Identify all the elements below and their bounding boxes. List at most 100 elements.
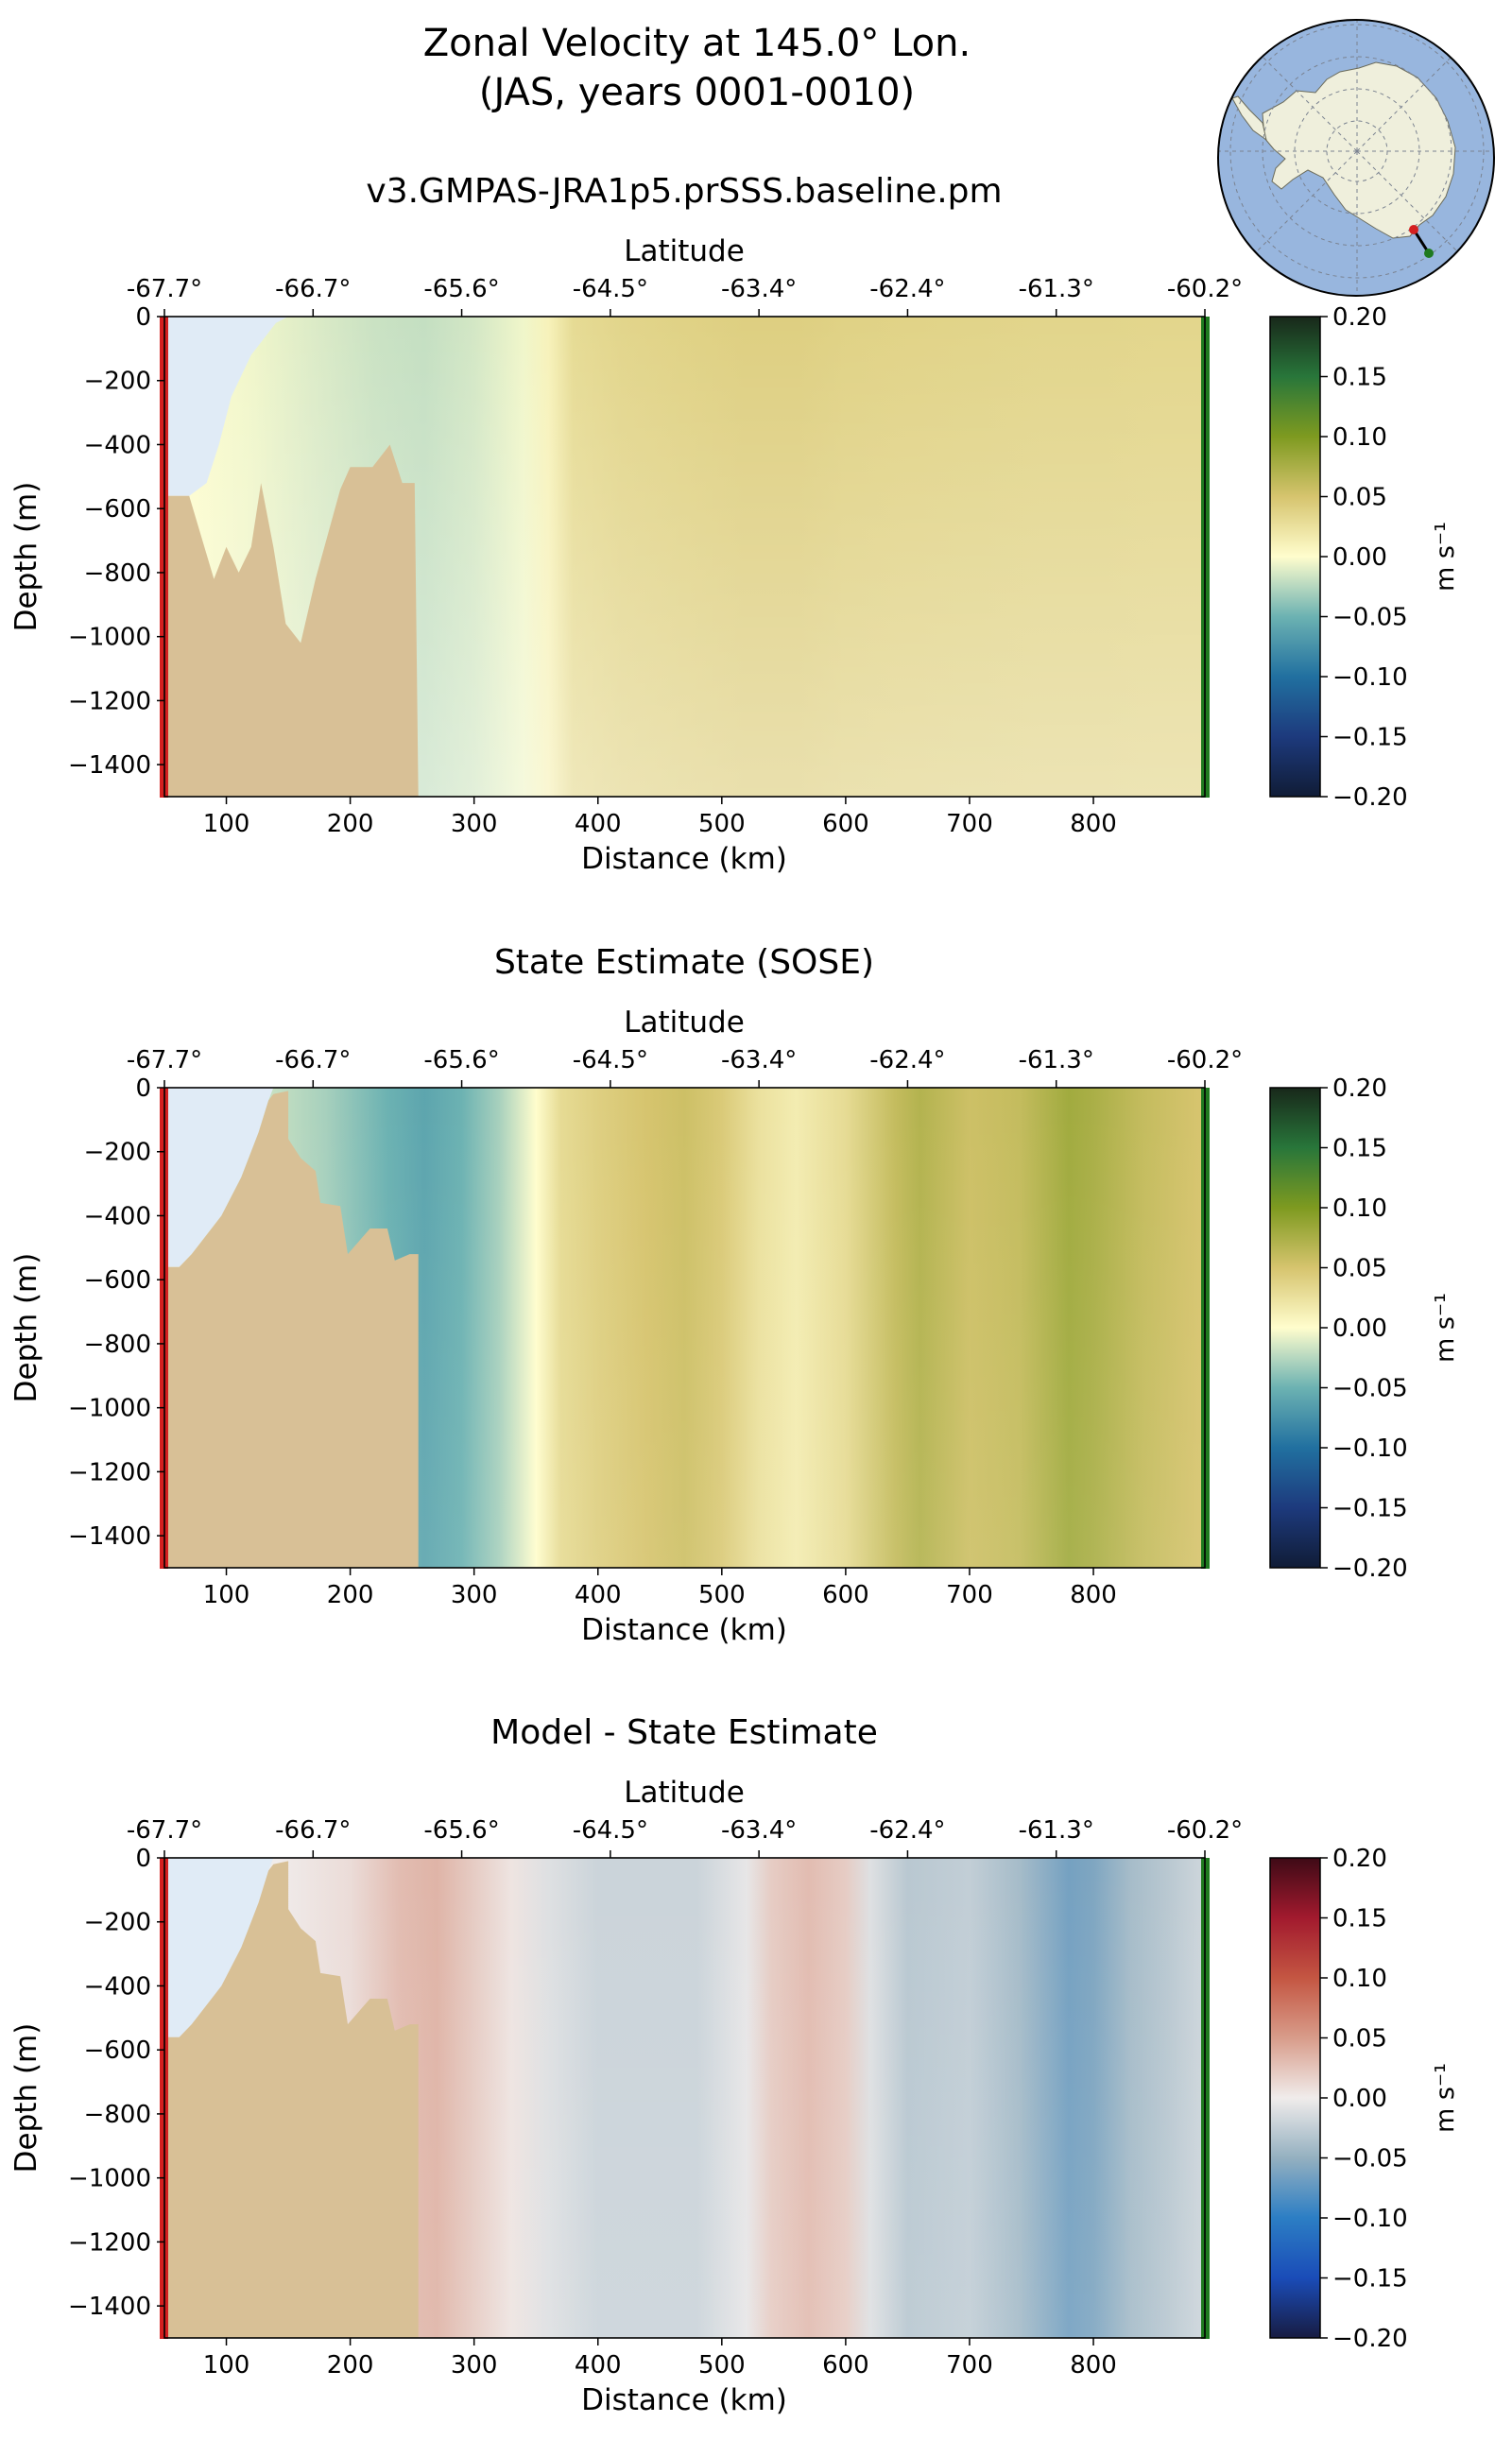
x-tick-label: 300 [451,1581,498,1609]
y-tick-label: −400 [84,1972,151,2001]
colorbar-tick-label: 0.05 [1332,484,1387,512]
x-tick-label: 500 [698,1581,746,1609]
y-tick-label: −400 [84,431,151,459]
y-tick-label: 0 [135,1845,151,1873]
colorbar-tick-label: 0.00 [1332,2085,1387,2113]
y-tick-label: −200 [84,368,151,396]
panel-3: Model - State Estimate 100 200 300 400 500 600… [9,1713,1460,2417]
x-tick-label: 800 [1070,810,1117,838]
y-tick-label: −1000 [68,1395,151,1423]
bathymetry-land [164,444,419,797]
latitude-tick-label: -63.4° [721,275,797,303]
y-tick-label: −1200 [68,687,151,715]
plot-frame [163,1087,1206,1569]
y-tick-label: −1200 [68,1458,151,1486]
x-tick-label: 700 [946,2351,993,2380]
colorbar [1269,1857,1321,2339]
figure-title-line2: (JAS, years 0001-0010) [478,71,916,114]
x-tick-label: 400 [575,2351,622,2380]
panel-title: Model - State Estimate [490,1713,878,1752]
x-tick-label: 200 [327,2351,374,2380]
y-tick-label: −600 [84,1266,151,1295]
x-tick-label: 500 [698,2351,746,2380]
colorbar-tick-label: 0.15 [1332,364,1387,392]
ice-shelf-region [164,317,289,496]
y-axis-label: Depth (m) [9,482,43,632]
latitude-tick-label: -60.2° [1167,1816,1243,1845]
x-tick-label: 200 [327,810,374,838]
y-tick-label: −1400 [68,1522,151,1551]
colorbar-label: m s⁻¹ [1431,1293,1460,1363]
colorbar-tick-label: 0.10 [1332,1965,1387,1993]
panel-title: State Estimate (SOSE) [494,943,874,982]
y-tick-label: −800 [84,559,151,588]
plot-frame [163,316,1206,798]
latitude-tick-label: -62.4° [869,1816,945,1845]
colorbar-tick-label: 0.05 [1332,1255,1387,1283]
latitude-tick-label: -67.7° [127,1046,202,1074]
latitude-tick-label: -60.2° [1167,275,1243,303]
x-tick-label: 800 [1070,2351,1117,2380]
colorbar-tick-label: 0.10 [1332,1194,1387,1223]
colorbar-tick-label: 0.15 [1332,1905,1387,1933]
x-tick-label: 400 [575,1581,622,1609]
x-tick-label: 700 [946,810,993,838]
x-tick-label: 200 [327,1581,374,1609]
x-tick-label: 300 [451,810,498,838]
latitude-tick-label: -64.5° [573,1816,648,1845]
colorbar [1269,1087,1321,1569]
antarctica-continent [1262,61,1456,239]
colorbar-tick-label: −0.05 [1332,604,1408,632]
x-tick-label: 100 [203,2351,250,2380]
latitude-tick-label: -65.6° [423,1046,499,1074]
y-tick-label: −1000 [68,624,151,652]
latitude-tick-label: -64.5° [573,275,648,303]
antarctic-peninsula [1231,95,1267,142]
y-tick-label: −200 [84,1139,151,1167]
y-tick-label: −400 [84,1202,151,1230]
latitude-tick-label: -66.7° [275,275,351,303]
transect-end-marker [1424,249,1434,258]
latitude-tick-label: -65.6° [423,1816,499,1845]
colorbar-tick-label: 0.20 [1332,1074,1387,1103]
panel-title: v3.GMPAS-JRA1p5.prSSS.baseline.pm [366,172,1002,211]
colorbar-tick-label: 0.10 [1332,423,1387,452]
x-tick-label: 500 [698,810,746,838]
x-axis-label: Distance (km) [581,2383,787,2417]
latitude-tick-label: -61.3° [1019,1816,1094,1845]
latitude-tick-label: -67.7° [127,275,202,303]
x-tick-label: 600 [822,810,869,838]
y-tick-label: 0 [135,303,151,332]
antarctica-inset-map [1217,19,1495,297]
colorbar-tick-label: −0.05 [1332,1375,1408,1403]
panel-1: v3.GMPAS-JRA1p5.prSSS.baseline.pm 100 200 3… [9,172,1460,876]
y-tick-label: −600 [84,2036,151,2065]
colorbar-tick-label: 0.20 [1332,1845,1387,1873]
colorbar-tick-label: −0.10 [1332,663,1408,692]
x-tick-label: 400 [575,810,622,838]
transect-start-marker [1409,225,1418,234]
x-axis-label: Distance (km) [581,1613,787,1647]
plot-frame [163,1857,1206,2339]
latitude-tick-label: -63.4° [721,1046,797,1074]
colorbar-tick-label: −0.20 [1332,783,1408,812]
panels: v3.GMPAS-JRA1p5.prSSS.baseline.pm 100 200 3… [9,172,1460,2417]
y-tick-label: −800 [84,2101,151,2129]
latitude-tick-label: -67.7° [127,1816,202,1845]
x-tick-label: 700 [946,1581,993,1609]
x-tick-label: 100 [203,810,250,838]
latitude-tick-label: -62.4° [869,275,945,303]
colorbar-tick-label: −0.20 [1332,1555,1408,1583]
y-tick-label: −800 [84,1331,151,1359]
colorbar-tick-label: −0.20 [1332,2325,1408,2353]
colorbar-tick-label: 0.15 [1332,1135,1387,1163]
ice-shelf-region [164,1088,274,1267]
figure-title-line1: Zonal Velocity at 145.0° Lon. [422,22,971,65]
colorbar [1269,316,1321,798]
colorbar-tick-label: 0.20 [1332,303,1387,332]
latitude-axis-label: Latitude [624,1776,745,1810]
bathymetry-land [164,1861,419,2338]
colorbar-tick-label: −0.15 [1332,1495,1408,1523]
latitude-tick-label: -61.3° [1019,275,1094,303]
y-tick-label: −1000 [68,2165,151,2193]
